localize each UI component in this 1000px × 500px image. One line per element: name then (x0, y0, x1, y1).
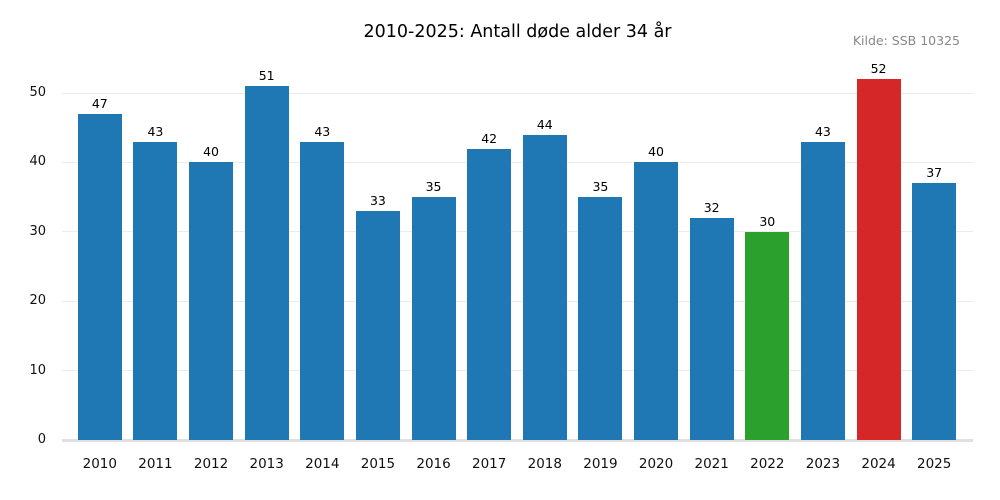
bar-2015 (355, 211, 400, 440)
bar-group-2025: 37 2025 (906, 60, 962, 480)
bar-value-2019: 35 (592, 179, 609, 194)
chart-title: 2010-2025: Antall døde alder 34 år (363, 22, 672, 42)
y-axis-tick-labels: 0 10 20 30 40 50 (0, 0, 46, 500)
x-tick-label-2013: 2013 (249, 456, 284, 472)
bar-value-2024: 52 (870, 61, 887, 76)
bar-value-2025: 37 (926, 165, 943, 180)
y-tick-label-40: 40 (29, 154, 46, 170)
gridline-0 (62, 439, 973, 442)
bar-2024 (856, 79, 901, 440)
bar-group-2023: 43 2023 (795, 60, 851, 480)
bar-value-2016: 35 (425, 179, 442, 194)
bar-value-2014: 43 (314, 124, 331, 139)
gridline-20 (62, 300, 973, 302)
bar-2017 (467, 149, 512, 440)
bar-group-2013: 51 2013 (239, 60, 295, 480)
bar-group-2020: 40 2020 (628, 60, 684, 480)
y-tick-label-10: 10 (29, 362, 46, 378)
bar-2011 (133, 142, 178, 440)
x-tick-label-2024: 2024 (861, 456, 896, 472)
bar-value-2013: 51 (258, 68, 275, 83)
bar-2021 (689, 218, 734, 440)
x-tick-label-2021: 2021 (694, 456, 729, 472)
bar-2019 (578, 197, 623, 440)
y-tick-label-20: 20 (29, 293, 46, 309)
bar-2016 (411, 197, 456, 440)
bar-value-2018: 44 (536, 117, 553, 132)
x-tick-label-2022: 2022 (750, 456, 785, 472)
y-tick-label-30: 30 (29, 223, 46, 239)
source-label: Kilde: SSB 10325 (852, 33, 960, 48)
gridline-30 (62, 231, 973, 233)
bar-2012 (189, 162, 234, 440)
bar-group-2016: 35 2016 (406, 60, 462, 480)
y-tick-label-0: 0 (37, 432, 46, 447)
x-tick-label-2014: 2014 (305, 456, 340, 472)
bar-group-2018: 44 2018 (517, 60, 573, 480)
bar-value-2020: 40 (648, 144, 665, 159)
plot-area: 47 2010 43 2011 40 2012 51 2013 43 2014 33 2015 35 20… (72, 60, 962, 480)
x-tick-label-2018: 2018 (527, 456, 562, 472)
bar-2010 (77, 114, 122, 440)
bar-group-2010: 47 2010 (72, 60, 128, 480)
bar-group-2011: 43 2011 (128, 60, 184, 480)
gridline-50 (62, 92, 973, 94)
x-tick-label-2016: 2016 (416, 456, 451, 472)
bar-value-2012: 40 (203, 144, 220, 159)
x-tick-label-2019: 2019 (583, 456, 618, 472)
y-tick-label-50: 50 (29, 85, 46, 100)
bar-value-2010: 47 (91, 96, 108, 111)
bar-2023 (800, 142, 845, 440)
bar-2022 (745, 232, 790, 440)
bar-2025 (912, 183, 957, 440)
x-tick-label-2023: 2023 (805, 456, 841, 472)
x-tick-label-2020: 2020 (638, 456, 674, 472)
bar-value-2023: 43 (814, 124, 831, 139)
bar-value-2021: 32 (703, 200, 720, 215)
bar-group-2017: 42 2017 (461, 60, 517, 480)
gridlines-layer (62, 0, 973, 500)
bar-group-2012: 40 2012 (183, 60, 239, 480)
bar-2018 (522, 135, 567, 440)
bar-value-2015: 33 (369, 193, 386, 208)
gridline-40 (62, 161, 973, 163)
x-tick-label-2012: 2012 (193, 456, 229, 472)
x-tick-label-2017: 2017 (472, 456, 507, 472)
bar-2020 (634, 162, 679, 440)
bar-group-2022: 30 2022 (740, 60, 796, 480)
x-tick-label-2025: 2025 (917, 456, 952, 472)
x-tick-label-2011: 2011 (138, 456, 173, 472)
bar-group-2021: 32 2021 (684, 60, 740, 480)
bar-value-2017: 42 (481, 131, 498, 146)
gridline-10 (62, 370, 973, 372)
x-tick-label-2015: 2015 (360, 456, 396, 472)
bar-2013 (244, 86, 289, 440)
bar-group-2019: 35 2019 (573, 60, 629, 480)
bar-group-2014: 43 2014 (295, 60, 351, 480)
bar-value-2011: 43 (147, 124, 164, 139)
bar-value-2022: 30 (759, 214, 776, 229)
x-tick-label-2010: 2010 (82, 456, 117, 472)
bar-group-2015: 33 2015 (350, 60, 406, 480)
bar-2014 (300, 142, 345, 440)
bar-group-2024: 52 2024 (851, 60, 907, 480)
